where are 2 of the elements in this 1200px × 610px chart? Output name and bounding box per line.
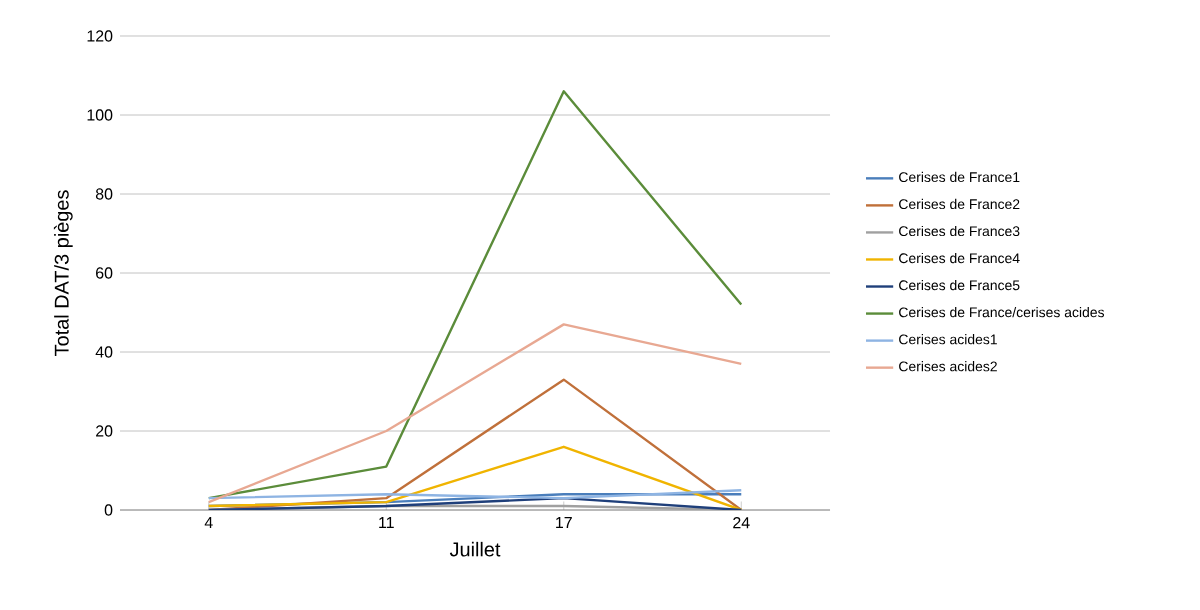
x-axis-title: Juillet bbox=[449, 541, 501, 557]
y-axis-title: Total DAT/3 pièges bbox=[53, 190, 73, 356]
